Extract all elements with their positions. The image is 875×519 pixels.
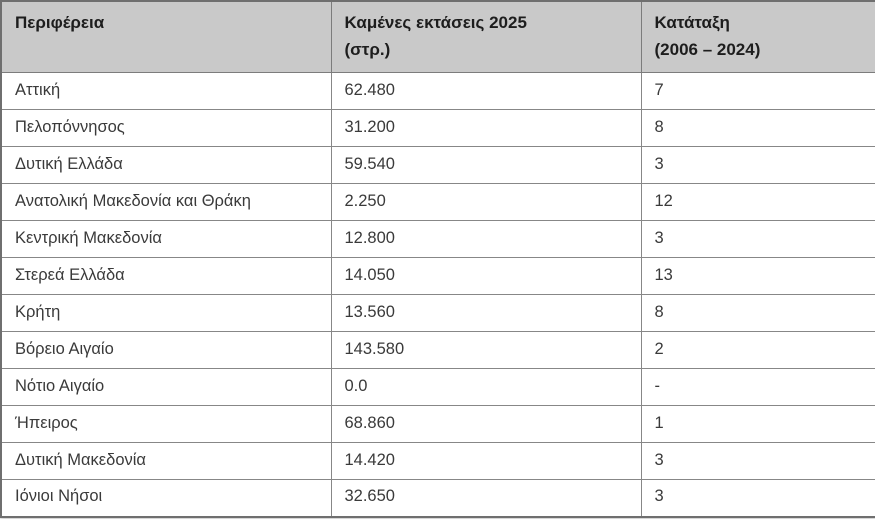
header-rank-line1: Κατάταξη [654, 13, 730, 32]
region-cell: Ιόνιοι Νήσοι [0, 479, 332, 517]
burned-area-cell: 12.800 [330, 220, 642, 258]
header-row: Περιφέρεια Καμένες εκτάσεις 2025 (στρ.) … [0, 0, 875, 73]
region-cell: Κεντρική Μακεδονία [0, 220, 332, 258]
table-row: Δυτική Ελλάδα 59.540 3 [0, 146, 875, 184]
region-cell: Νότιο Αιγαίο [0, 368, 332, 406]
burned-area-cell: 68.860 [330, 405, 642, 443]
region-cell: Στερεά Ελλάδα [0, 257, 332, 295]
table-row: Κρήτη 13.560 8 [0, 294, 875, 332]
burned-area-cell: 59.540 [330, 146, 642, 184]
burned-area-cell: 14.420 [330, 442, 642, 480]
table-row: Κεντρική Μακεδονία 12.800 3 [0, 220, 875, 258]
rank-cell: 3 [640, 479, 875, 517]
rank-cell: 8 [640, 294, 875, 332]
table-row: Στερεά Ελλάδα 14.050 13 [0, 257, 875, 295]
rank-cell: 13 [640, 257, 875, 295]
burned-area-cell: 0.0 [330, 368, 642, 406]
table-row: Ήπειρος 68.860 1 [0, 405, 875, 443]
header-cell-burned-area: Καμένες εκτάσεις 2025 (στρ.) [330, 0, 642, 73]
burned-area-cell: 32.650 [330, 479, 642, 517]
table-row: Αττική 62.480 7 [0, 72, 875, 110]
header-burned-area-line1: Καμένες εκτάσεις 2025 [344, 13, 527, 32]
rank-cell: 1 [640, 405, 875, 443]
burned-area-cell: 13.560 [330, 294, 642, 332]
header-cell-region: Περιφέρεια [0, 0, 332, 73]
region-cell: Βόρειο Αιγαίο [0, 331, 332, 369]
rank-cell: 3 [640, 146, 875, 184]
region-cell: Ήπειρος [0, 405, 332, 443]
table-row: Ιόνιοι Νήσοι 32.650 3 [0, 479, 875, 517]
region-cell: Ανατολική Μακεδονία και Θράκη [0, 183, 332, 221]
burned-area-cell: 62.480 [330, 72, 642, 110]
header-burned-area-line2: (στρ.) [344, 40, 391, 59]
table-row: Ανατολική Μακεδονία και Θράκη 2.250 12 [0, 183, 875, 221]
rank-cell: 7 [640, 72, 875, 110]
rank-cell: - [640, 368, 875, 406]
rank-cell: 3 [640, 442, 875, 480]
header-region-line1: Περιφέρεια [15, 13, 105, 32]
rank-cell: 8 [640, 109, 875, 147]
region-cell: Αττική [0, 72, 332, 110]
table-row: Δυτική Μακεδονία 14.420 3 [0, 442, 875, 480]
table-row: Βόρειο Αιγαίο 143.580 2 [0, 331, 875, 369]
header-cell-rank: Κατάταξη (2006 – 2024) [640, 0, 875, 73]
table-body: Αττική 62.480 7 Πελοπόννησος 31.200 8 Δυ… [0, 72, 875, 517]
table-row: Νότιο Αιγαίο 0.0 - [0, 368, 875, 406]
region-cell: Δυτική Μακεδονία [0, 442, 332, 480]
header-rank-line2: (2006 – 2024) [654, 40, 761, 59]
table-row: Πελοπόννησος 31.200 8 [0, 109, 875, 147]
region-cell: Πελοπόννησος [0, 109, 332, 147]
region-cell: Κρήτη [0, 294, 332, 332]
burned-area-cell: 31.200 [330, 109, 642, 147]
rank-cell: 2 [640, 331, 875, 369]
region-cell: Δυτική Ελλάδα [0, 146, 332, 184]
rank-cell: 12 [640, 183, 875, 221]
table-header: Περιφέρεια Καμένες εκτάσεις 2025 (στρ.) … [0, 0, 875, 73]
burned-area-cell: 143.580 [330, 331, 642, 369]
burned-area-cell: 2.250 [330, 183, 642, 221]
burned-area-cell: 14.050 [330, 257, 642, 295]
rank-cell: 3 [640, 220, 875, 258]
